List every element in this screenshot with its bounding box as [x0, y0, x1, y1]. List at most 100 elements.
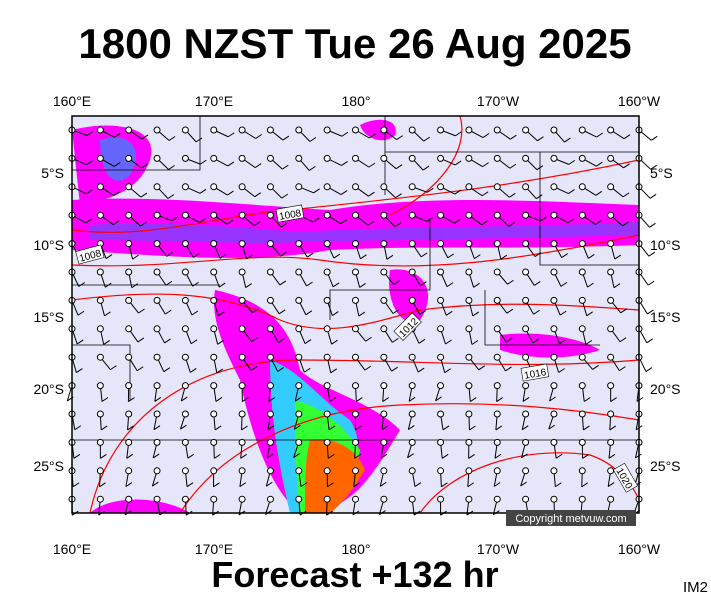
station	[153, 240, 161, 248]
station	[266, 211, 274, 219]
latitude-label: 5°S	[41, 165, 64, 181]
isobar-label-box	[520, 363, 550, 382]
station	[437, 410, 445, 418]
station	[607, 382, 615, 390]
station	[578, 126, 586, 134]
barb-feather	[219, 253, 227, 259]
station	[125, 211, 133, 219]
station	[352, 382, 359, 390]
station	[125, 325, 133, 333]
barb-feather	[379, 481, 387, 487]
station	[493, 268, 501, 276]
station	[352, 438, 359, 446]
barb-feather	[341, 131, 349, 137]
station	[607, 296, 615, 304]
longitude-label: 160°W	[618, 93, 661, 109]
station	[607, 353, 615, 361]
map-frame	[71, 115, 640, 514]
barb-feather	[110, 365, 117, 371]
isobar-label-text: 1008	[278, 208, 302, 223]
station	[607, 211, 615, 219]
station	[295, 240, 303, 248]
station	[210, 240, 218, 248]
station	[578, 268, 586, 276]
barb-feather	[478, 365, 486, 371]
barb-feather	[622, 192, 630, 198]
station	[493, 353, 501, 361]
copyright-box	[506, 510, 636, 526]
barb-feather	[454, 160, 462, 166]
barb-feather	[482, 133, 490, 138]
station	[437, 467, 445, 475]
station	[181, 240, 189, 248]
barb-feather	[647, 280, 655, 286]
barb-feather	[507, 279, 514, 285]
barb-feather	[99, 482, 106, 488]
barb-feather	[537, 136, 544, 142]
barb-feather	[280, 251, 287, 257]
barb-feather	[226, 219, 234, 225]
station	[153, 438, 161, 446]
barb-feather	[382, 397, 390, 402]
map-title: 1800 NZST Tue 26 Aug 2025	[78, 20, 631, 67]
station	[550, 240, 558, 248]
station	[125, 183, 133, 191]
barb-feather	[164, 338, 171, 344]
station	[550, 211, 558, 219]
station	[522, 183, 530, 191]
station	[437, 183, 445, 191]
barb-feather	[649, 193, 657, 199]
barb-feather	[103, 340, 110, 345]
barb-feather	[467, 482, 475, 488]
station	[323, 353, 331, 361]
isobar	[71, 234, 640, 267]
station	[607, 495, 615, 503]
barb-feather	[623, 134, 631, 140]
barb-feather	[446, 282, 454, 288]
barb-feather	[355, 425, 362, 431]
barb-feather	[559, 310, 567, 316]
isobar-label-box	[393, 312, 422, 341]
barb-feather	[360, 254, 367, 260]
station	[125, 467, 133, 475]
station	[238, 410, 246, 418]
barb-feather	[521, 425, 529, 431]
station	[153, 353, 161, 361]
station	[295, 325, 303, 333]
barb-feather	[218, 311, 225, 317]
barb-feather	[132, 254, 139, 260]
barb-feather	[474, 254, 481, 260]
station	[465, 467, 473, 475]
station	[96, 154, 104, 162]
isobar-label-box	[275, 204, 305, 223]
barb-feather	[239, 482, 247, 488]
barb-feather	[332, 311, 339, 316]
station	[323, 211, 331, 219]
station	[352, 126, 359, 134]
station	[408, 268, 416, 276]
station	[266, 240, 274, 248]
barb-feather	[583, 397, 591, 402]
station	[266, 183, 274, 191]
station	[181, 154, 189, 162]
station	[493, 325, 501, 333]
station	[522, 240, 530, 248]
barb-feather	[419, 310, 426, 315]
barb-feather	[392, 337, 399, 343]
station	[437, 325, 445, 333]
station	[522, 296, 530, 304]
barb-feather	[588, 254, 595, 259]
barb-feather	[481, 191, 489, 197]
station	[493, 183, 501, 191]
barb-feather	[241, 425, 248, 431]
station	[607, 438, 615, 446]
barb-feather	[365, 336, 372, 342]
barb-feather	[534, 281, 541, 286]
station	[380, 126, 388, 134]
barb-feather	[245, 283, 252, 289]
barb-feather	[567, 218, 575, 224]
station	[323, 325, 331, 333]
barb-feather	[152, 453, 160, 459]
station	[408, 240, 416, 248]
barb-feather	[268, 397, 276, 402]
